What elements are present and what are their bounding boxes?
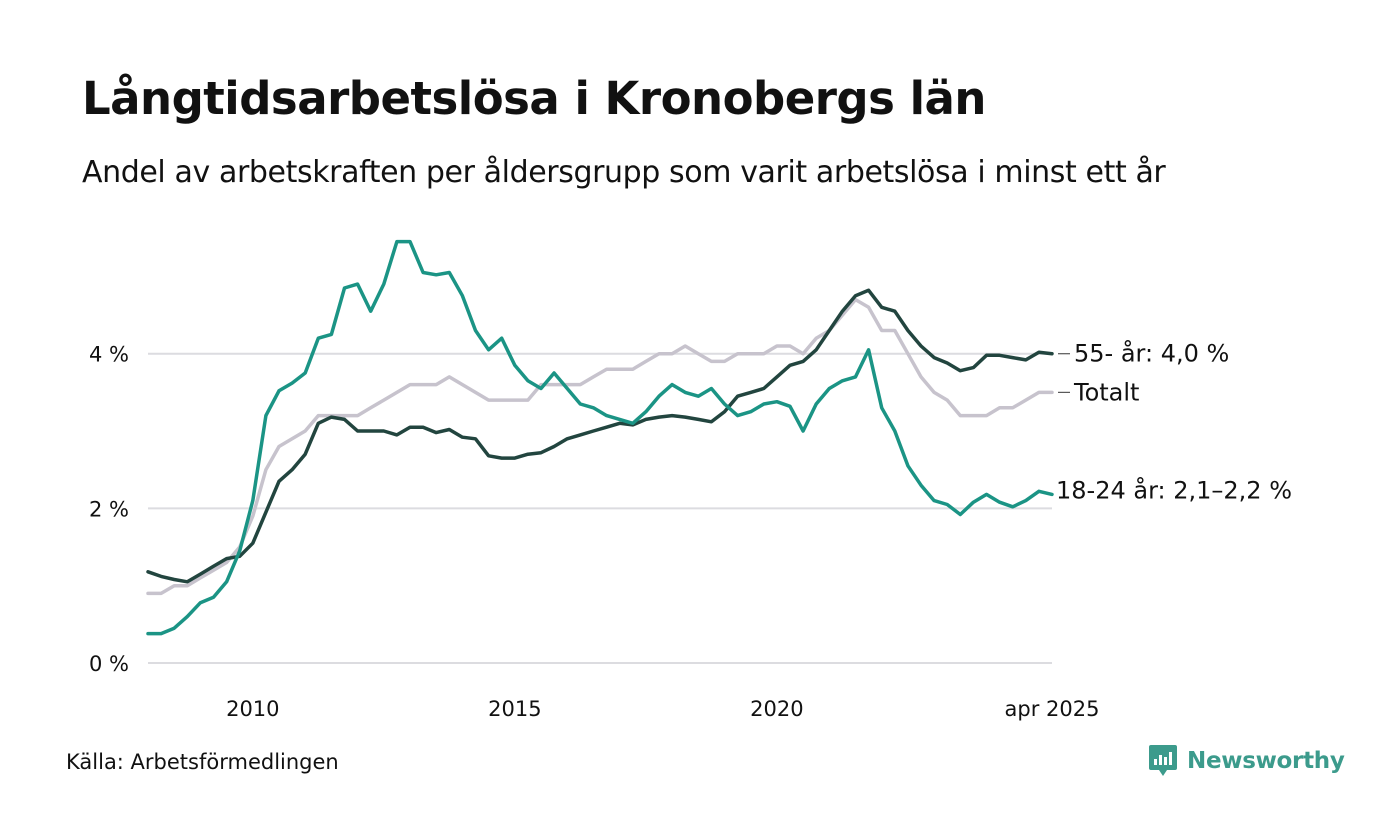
- series-label: 18-24 år: 2,1–2,2 %: [1056, 476, 1292, 505]
- series-line-0: [146, 297, 1054, 596]
- y-tick-label: 2 %: [89, 497, 129, 521]
- newsworthy-icon: [1149, 745, 1177, 776]
- y-axis-ticks: 0 % 2 % 4 %: [89, 343, 129, 676]
- x-tick-label: 2020: [750, 697, 803, 721]
- series-line-1: [146, 288, 1054, 584]
- x-axis-ticks: 2010 2015 2020 apr 2025: [226, 697, 1099, 721]
- x-tick-label: 2015: [488, 697, 541, 721]
- series-labels: Totalt 55- år: 4,0 % 18-24 år: 2,1–2,2 %: [1056, 339, 1292, 505]
- y-tick-label: 0 %: [89, 652, 129, 676]
- chart-title: Långtidsarbetslösa i Kronobergs län: [82, 72, 986, 125]
- series-label: Totalt: [1073, 378, 1139, 406]
- brand-logo[interactable]: Newsworthy: [1148, 743, 1345, 779]
- gridlines: [148, 352, 1052, 664]
- x-tick-label: apr 2025: [1005, 697, 1100, 721]
- chart-subtitle: Andel av arbetskraften per åldersgrupp s…: [82, 155, 1166, 190]
- series-line-2: [146, 239, 1054, 636]
- y-tick-label: 4 %: [89, 343, 129, 367]
- source-note: Källa: Arbetsförmedlingen: [66, 750, 339, 774]
- x-tick-label: 2010: [226, 697, 279, 721]
- series-label: 55- år: 4,0 %: [1074, 339, 1229, 368]
- brand-name: Newsworthy: [1187, 748, 1345, 774]
- series-lines: [146, 239, 1054, 636]
